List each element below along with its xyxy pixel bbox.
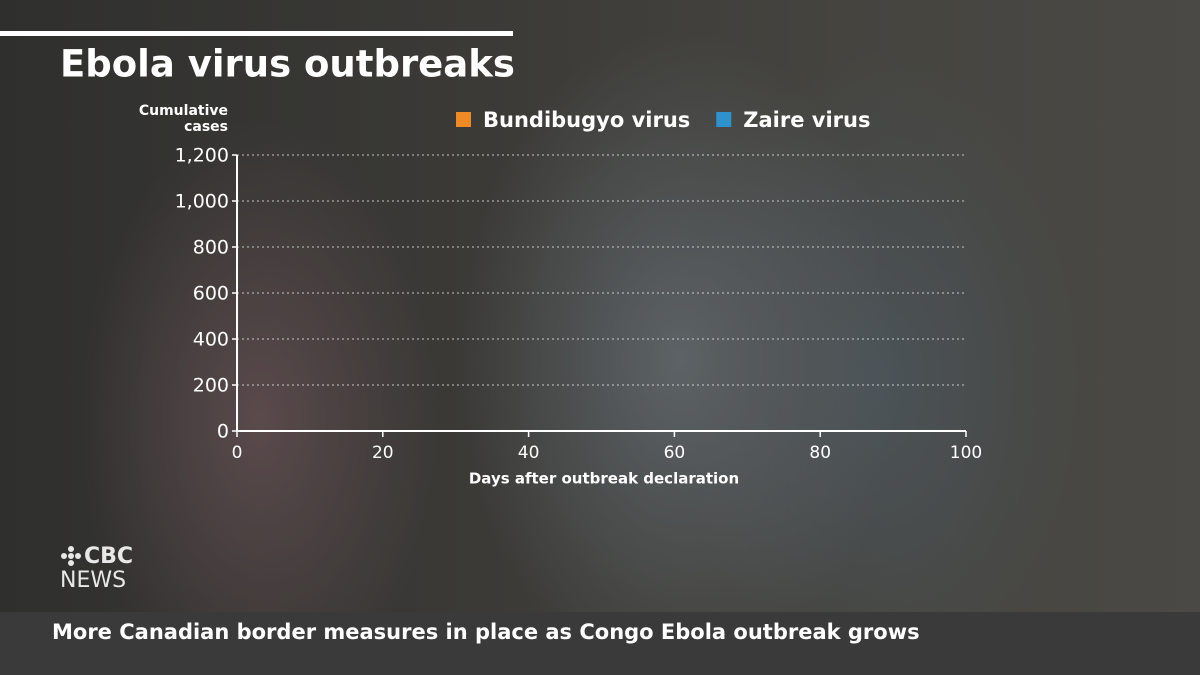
x-axis-label: Days after outbreak declaration xyxy=(469,470,739,488)
y-tick-label: 600 xyxy=(193,283,229,305)
y-tick-label: 1,000 xyxy=(175,191,229,213)
legend-label: Bundibugyo virus xyxy=(483,108,690,132)
y-tick-label: 800 xyxy=(193,237,229,259)
x-tick-label: 0 xyxy=(232,443,243,463)
y-tick-label: 1,200 xyxy=(175,145,229,167)
y-tick-label: 0 xyxy=(217,421,229,443)
x-tick-label: 80 xyxy=(809,443,831,463)
chart-title: Ebola virus outbreaks xyxy=(60,43,515,86)
y-tick-label: 400 xyxy=(193,329,229,351)
ticker-bar xyxy=(0,612,1200,675)
y-axis-label: Cumulative cases xyxy=(138,103,228,135)
legend-label: Zaire virus xyxy=(743,108,870,132)
logo-text: CBC xyxy=(84,544,134,569)
legend-swatch xyxy=(456,112,471,127)
x-tick-label: 20 xyxy=(372,443,394,463)
x-tick-label: 40 xyxy=(518,443,540,463)
y-tick-label: 200 xyxy=(193,375,229,397)
logo-gem xyxy=(61,546,81,566)
x-tick-label: 60 xyxy=(664,443,686,463)
logo-text: NEWS xyxy=(60,568,127,593)
title-rule xyxy=(0,31,513,36)
x-tick-label: 100 xyxy=(950,443,982,463)
legend-swatch xyxy=(716,112,732,127)
ticker-text: More Canadian border measures in place a… xyxy=(52,620,920,644)
